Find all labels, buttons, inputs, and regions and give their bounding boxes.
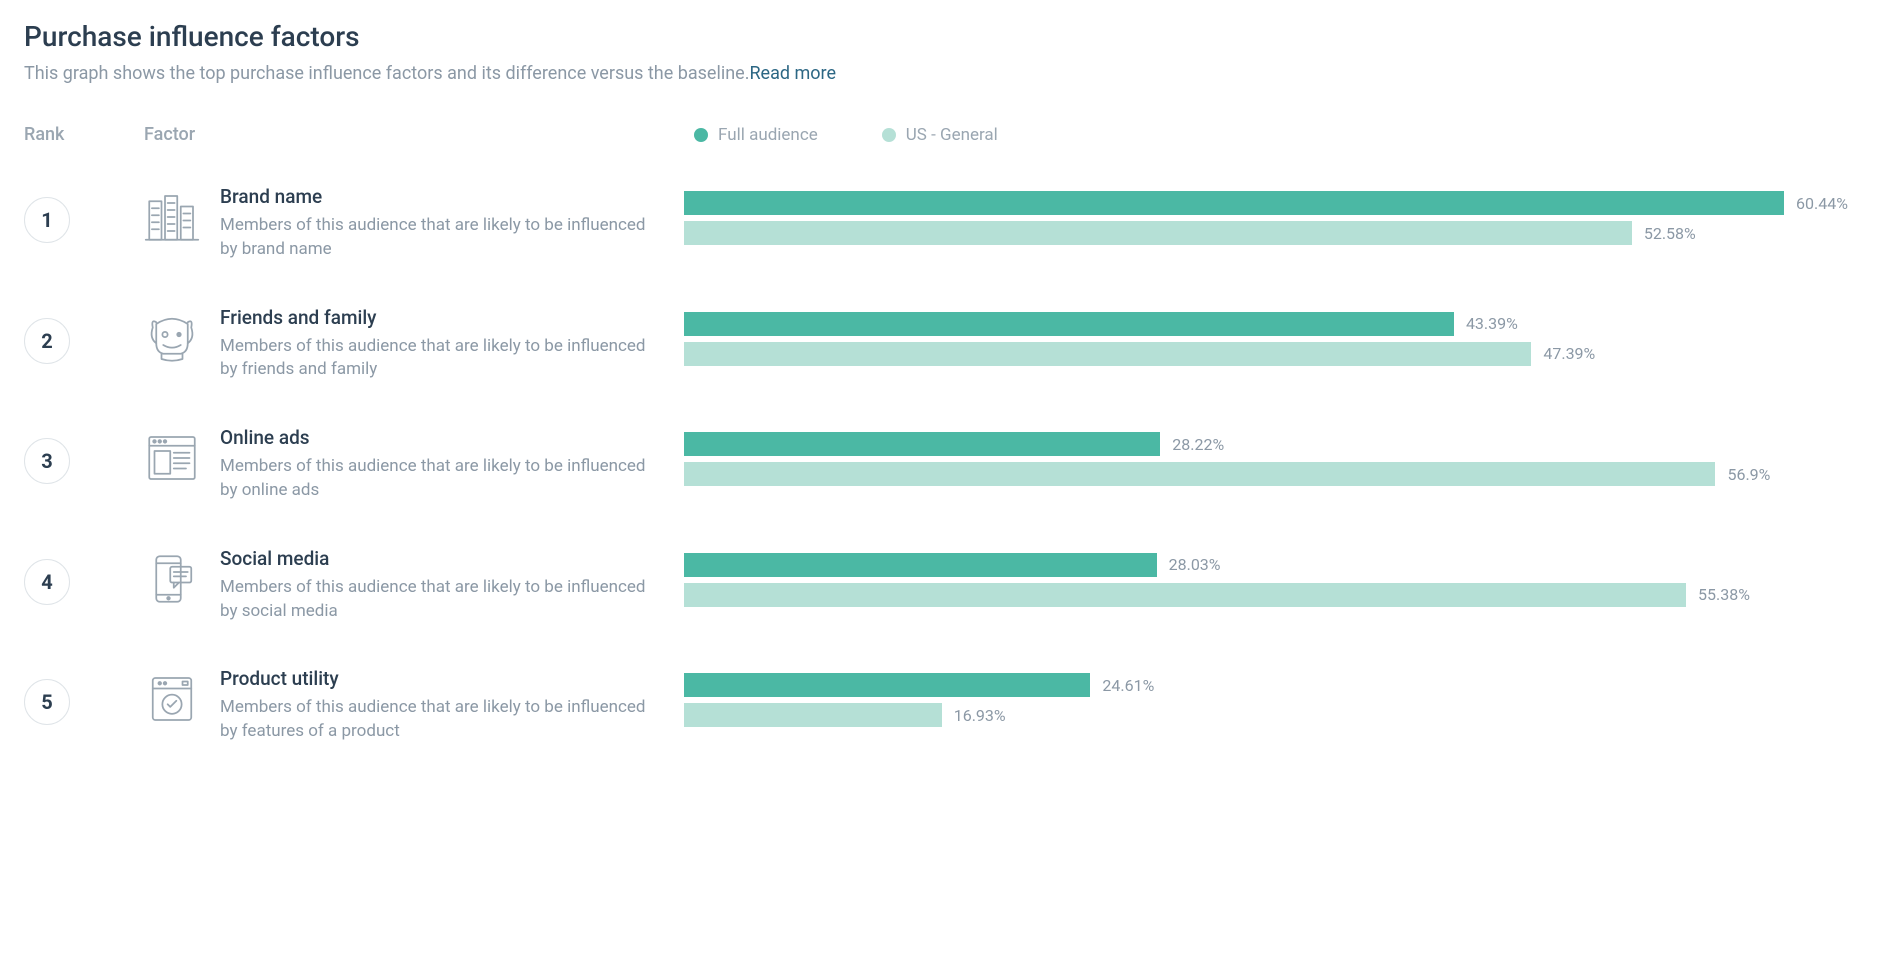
bar-group: 24.61% 16.93% [684, 667, 1854, 733]
bar-us-general [684, 221, 1632, 245]
bar-label: 24.61% [1102, 676, 1154, 695]
legend-dot-a [694, 128, 708, 142]
bar-label: 60.44% [1796, 194, 1848, 213]
legend-item-full-audience: Full audience [694, 125, 818, 145]
legend-label-a: Full audience [718, 125, 818, 145]
read-more-link[interactable]: Read more [749, 63, 836, 84]
bar-label: 47.39% [1543, 344, 1595, 363]
factor-desc: Members of this audience that are likely… [220, 335, 664, 383]
bar-us-general [684, 703, 942, 727]
buildings-icon [144, 189, 200, 245]
bar-label: 56.9% [1727, 465, 1770, 484]
bar-full-audience [684, 312, 1454, 336]
rank-badge: 3 [24, 438, 70, 484]
bar-group: 28.03% 55.38% [684, 547, 1854, 613]
factor-name: Product utility [220, 667, 664, 690]
bar-us-general [684, 583, 1686, 607]
bar-label: 52.58% [1644, 224, 1696, 243]
subtitle-text: This graph shows the top purchase influe… [24, 63, 749, 84]
factor-name: Friends and family [220, 306, 664, 329]
legend: Full audience US - General [684, 125, 1854, 145]
bar-group: 28.22% 56.9% [684, 426, 1854, 492]
rank-badge: 5 [24, 679, 70, 725]
ads-icon [144, 430, 200, 486]
legend-label-b: US - General [906, 125, 998, 145]
table-row: 5 Product utility Members of this audience… [24, 667, 1854, 744]
factor-name: Online ads [220, 426, 664, 449]
col-header-rank: Rank [24, 124, 144, 145]
legend-item-us-general: US - General [882, 125, 998, 145]
table-row: 2 Friends and family Members of this audie… [24, 306, 1854, 383]
bar-label: 43.39% [1466, 314, 1518, 333]
factor-desc: Members of this audience that are likely… [220, 455, 664, 503]
bar-group: 43.39% 47.39% [684, 306, 1854, 372]
bar-full-audience [684, 432, 1160, 456]
factor-desc: Members of this audience that are likely… [220, 214, 664, 262]
rank-badge: 4 [24, 559, 70, 605]
washer-icon [144, 671, 200, 727]
rank-badge: 1 [24, 197, 70, 243]
page-subtitle: This graph shows the top purchase influe… [24, 63, 1854, 84]
factor-desc: Members of this audience that are likely… [220, 696, 664, 744]
factor-desc: Members of this audience that are likely… [220, 576, 664, 624]
table-row: 3 Online ads Members of this audience that… [24, 426, 1854, 503]
bar-us-general [684, 462, 1715, 486]
bar-full-audience [684, 673, 1090, 697]
bar-us-general [684, 342, 1531, 366]
legend-dot-b [882, 128, 896, 142]
factor-name: Brand name [220, 185, 664, 208]
bar-label: 16.93% [954, 706, 1006, 725]
bar-full-audience [684, 191, 1784, 215]
page-title: Purchase influence factors [24, 20, 1854, 53]
bar-label: 28.22% [1172, 435, 1224, 454]
table-header: Rank Factor Full audience US - General [24, 124, 1854, 145]
bar-label: 55.38% [1698, 585, 1750, 604]
phone-icon [144, 551, 200, 607]
rank-badge: 2 [24, 318, 70, 364]
table-row: 4 Social media Members of this audience th… [24, 547, 1854, 624]
bar-group: 60.44% 52.58% [684, 185, 1854, 251]
factor-name: Social media [220, 547, 664, 570]
bar-label: 28.03% [1169, 555, 1221, 574]
col-header-factor: Factor [144, 124, 684, 145]
bar-full-audience [684, 553, 1157, 577]
table-row: 1 Brand name Members of this audience that… [24, 185, 1854, 262]
face-icon [144, 310, 200, 366]
